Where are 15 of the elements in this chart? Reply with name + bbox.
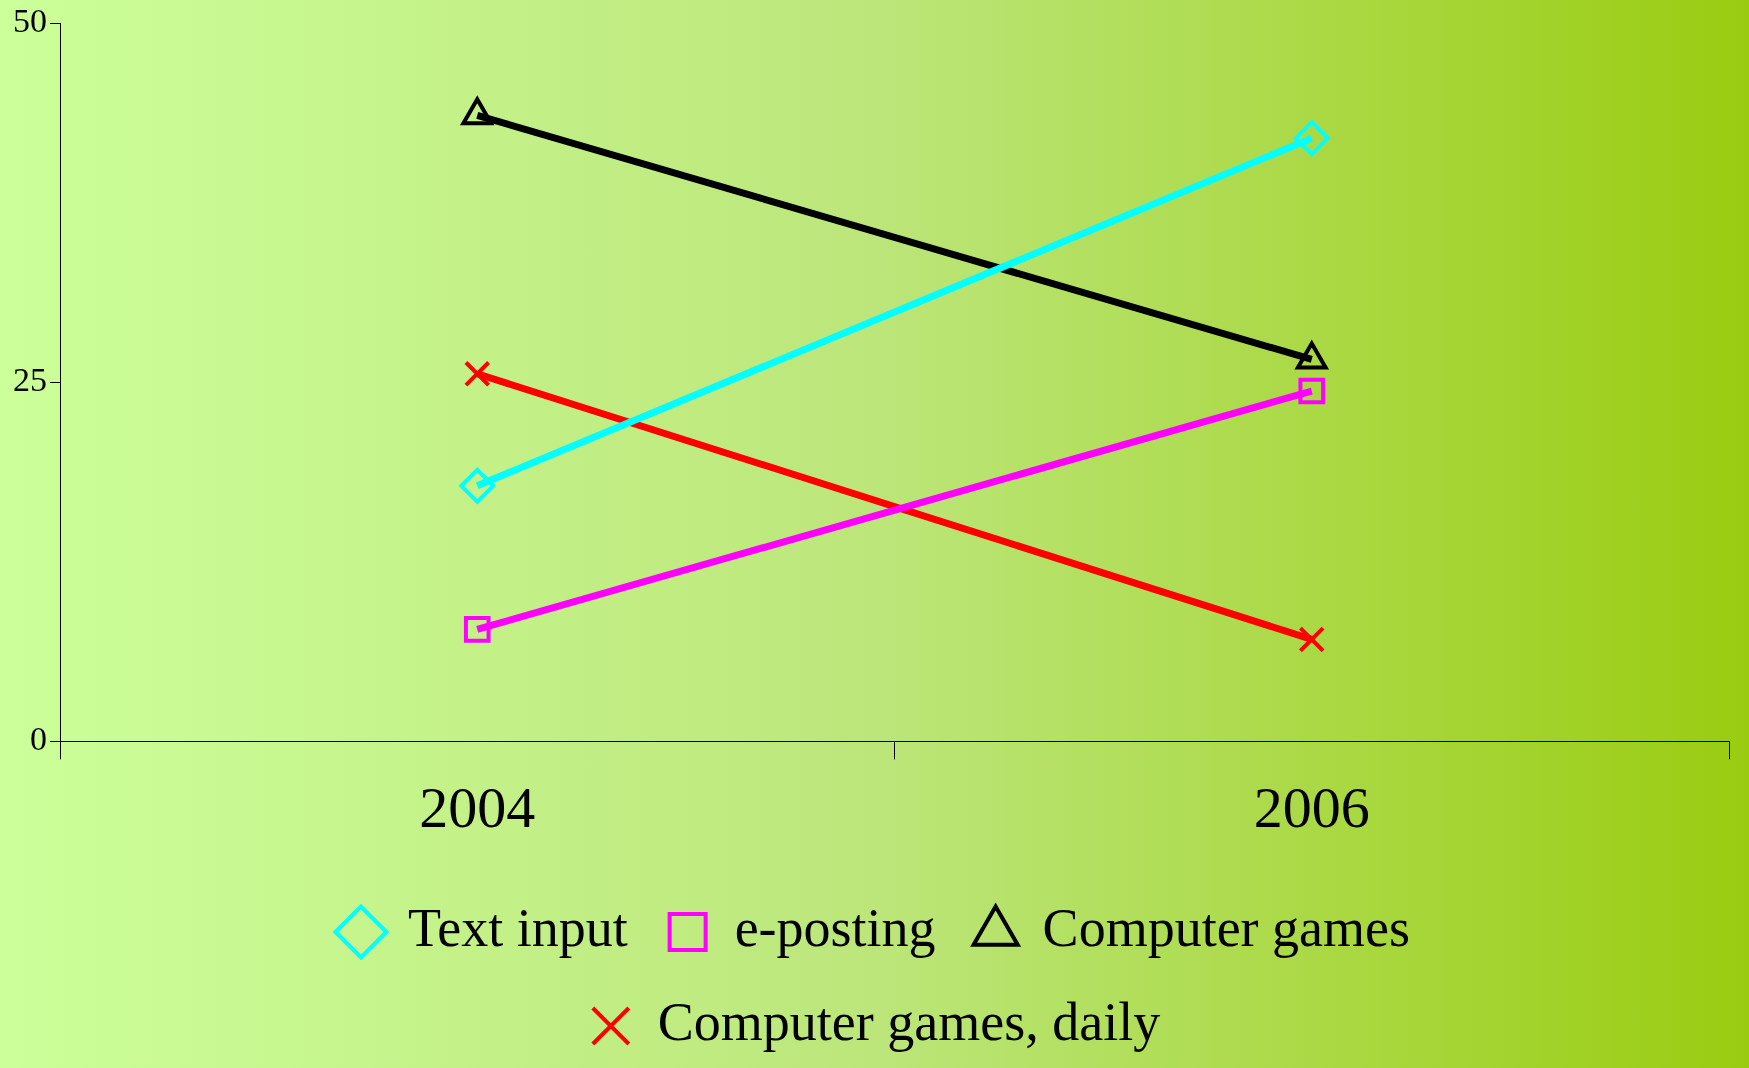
point (463, 360, 491, 388)
legend-label: Text input (407, 898, 628, 959)
x-tick-label: 2004 (419, 775, 536, 841)
point (1298, 626, 1326, 653)
y-tick-label: 50 (13, 2, 47, 40)
legend-label: e-posting (734, 898, 936, 959)
legend-label: Computer games, daily (657, 992, 1161, 1053)
point (459, 467, 496, 504)
y-tick-label: 0 (30, 720, 47, 758)
point (463, 616, 491, 643)
point (1293, 120, 1330, 157)
x-tick-label: 2006 (1253, 775, 1370, 841)
point (1298, 377, 1326, 405)
y-tick-label: 25 (13, 361, 47, 399)
legend-label: Computer games (1042, 898, 1411, 959)
